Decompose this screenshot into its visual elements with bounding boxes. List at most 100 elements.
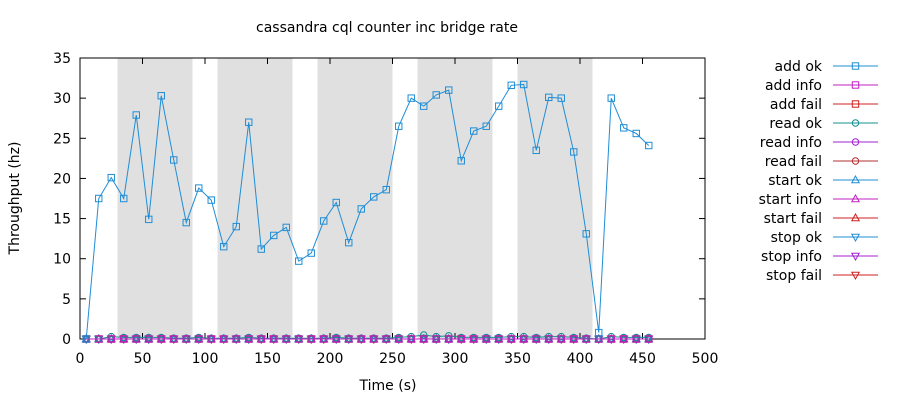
- data-point-add-info: [645, 335, 653, 343]
- data-point-add-info: [457, 335, 465, 343]
- data-point-read-ok: [420, 331, 428, 339]
- data-point-add-info: [495, 335, 503, 343]
- x-tick-label: 50: [134, 351, 152, 367]
- legend-label: add info: [765, 78, 822, 94]
- data-point-add-info: [357, 335, 365, 343]
- data-point-add-info: [257, 335, 265, 343]
- data-point-add-ok: [395, 122, 403, 130]
- legend-item-read-ok: read ok: [769, 116, 878, 132]
- y-axis: 0 5 10 15 20 25 30 35: [53, 51, 705, 348]
- data-point-add-ok: [170, 156, 178, 164]
- series-line-read-ok: [86, 334, 649, 340]
- data-point-add-ok: [320, 217, 328, 225]
- data-point-add-info: [520, 335, 528, 343]
- data-point-add-info: [107, 335, 115, 343]
- y-axis-label: Throughput (hz): [7, 142, 23, 256]
- data-point-add-ok: [207, 196, 215, 204]
- data-point-add-ok: [557, 94, 565, 102]
- legend-swatch-marker: [851, 100, 860, 108]
- data-point-add-ok: [532, 146, 540, 155]
- data-point-add-info: [295, 335, 303, 343]
- data-point-add-info: [370, 335, 378, 343]
- data-point-add-ok: [420, 102, 428, 110]
- data-point-add-ok: [520, 80, 528, 89]
- legend-item-add-fail: add fail: [770, 97, 878, 113]
- data-point-add-ok: [257, 245, 265, 253]
- legend-item-start-fail: start fail: [764, 211, 878, 227]
- x-tick-label: 450: [629, 351, 656, 367]
- legend-label: stop fail: [766, 268, 822, 284]
- x-tick-label: 0: [76, 351, 85, 367]
- data-point-add-ok: [220, 242, 228, 251]
- data-point-add-ok: [357, 205, 365, 213]
- legend-label: add fail: [770, 97, 822, 113]
- y-tick-label: 30: [53, 91, 71, 107]
- y-tick-label: 15: [53, 212, 71, 228]
- data-point-add-ok: [607, 94, 615, 102]
- data-point-add-info: [95, 335, 103, 343]
- data-point-add-info: [232, 335, 240, 343]
- data-point-add-info: [632, 335, 640, 343]
- data-point-add-info: [207, 335, 215, 343]
- data-point-add-info: [382, 335, 390, 343]
- y-tick-label: 0: [62, 332, 71, 348]
- data-point-add-info: [157, 335, 165, 343]
- shaded-intervals: [117, 58, 593, 339]
- legend-item-stop-fail: stop fail: [766, 268, 878, 284]
- legend-label: start ok: [768, 173, 823, 189]
- data-point-add-ok: [307, 249, 315, 257]
- data-point-add-info: [332, 335, 340, 343]
- data-point-add-ok: [570, 148, 578, 156]
- shaded-interval-2: [217, 58, 293, 339]
- data-point-add-ok: [95, 194, 103, 203]
- data-point-add-ok: [107, 173, 115, 182]
- data-point-add-ok: [332, 198, 340, 207]
- data-point-add-ok: [182, 218, 190, 227]
- x-tick-label: 100: [192, 351, 219, 367]
- data-point-add-ok: [232, 222, 240, 231]
- data-point-add-ok: [132, 111, 140, 119]
- data-point-add-info: [470, 335, 478, 343]
- y-tick-label: 20: [53, 171, 71, 187]
- data-point-add-info: [282, 335, 290, 343]
- legend-swatch-marker: [850, 212, 861, 222]
- legend-item-read-info: read info: [760, 135, 878, 151]
- legend-item-stop-info: stop info: [761, 249, 878, 265]
- data-point-add-ok: [432, 91, 440, 99]
- data-point-add-ok: [370, 193, 378, 201]
- shaded-interval-4: [417, 58, 493, 339]
- y-tick-label: 25: [53, 131, 71, 147]
- legend-label: start fail: [764, 211, 822, 227]
- data-point-add-info: [182, 335, 190, 343]
- legend: add ok add info add fail read ok read info re…: [759, 59, 878, 284]
- legend-swatch-marker: [850, 233, 861, 243]
- series-line-add-ok: [85, 83, 650, 340]
- legend-label: read ok: [769, 116, 823, 132]
- shaded-interval-3: [317, 58, 393, 339]
- data-point-add-info: [620, 335, 628, 343]
- data-point-add-info: [607, 335, 615, 343]
- data-point-add-ok: [282, 223, 290, 232]
- legend-swatch-marker: [851, 62, 860, 70]
- data-point-add-ok: [82, 335, 90, 343]
- legend-swatch-marker: [851, 81, 860, 89]
- legend-swatch-marker: [850, 252, 861, 262]
- x-axis-label: Time (s): [359, 378, 417, 394]
- data-point-add-info: [170, 335, 178, 343]
- data-point-add-ok: [407, 94, 415, 102]
- data-point-add-info: [270, 335, 278, 343]
- data-point-add-info: [420, 335, 428, 343]
- data-point-add-ok: [482, 122, 490, 130]
- data-point-add-info: [132, 335, 140, 343]
- y-tick-label: 5: [62, 292, 71, 308]
- data-point-add-info: [345, 335, 353, 343]
- data-point-add-info: [395, 335, 403, 343]
- legend-item-read-fail: read fail: [765, 154, 878, 170]
- data-point-add-info: [482, 335, 490, 343]
- x-tick-label: 300: [442, 351, 469, 367]
- x-tick-label: 150: [254, 351, 281, 367]
- x-tick-label: 350: [504, 351, 531, 367]
- series-add-ok: [82, 80, 653, 343]
- legend-label: stop ok: [771, 230, 823, 246]
- data-point-add-info: [220, 335, 228, 343]
